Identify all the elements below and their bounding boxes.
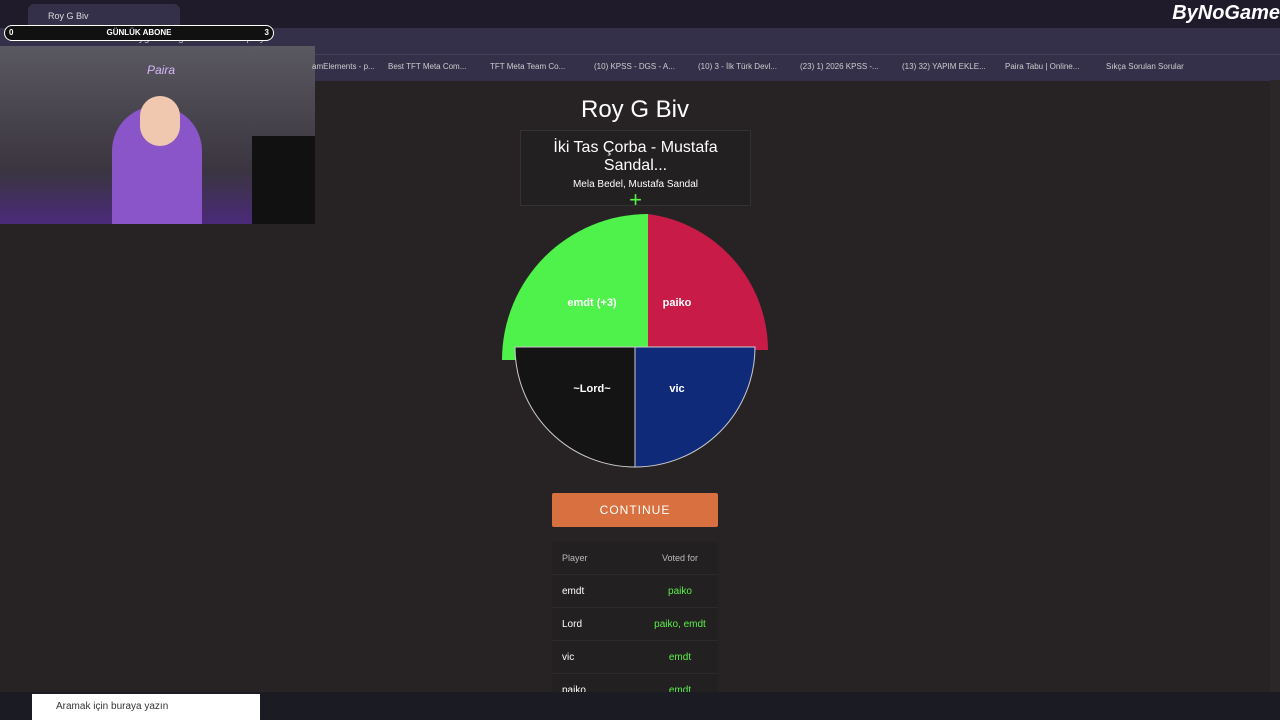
- voted-for: paiko: [668, 585, 692, 597]
- table-row: Lord paiko, emdt: [552, 607, 718, 640]
- song-artists: Mela Bedel, Mustafa Sandal: [572, 179, 699, 190]
- player: paiko: [562, 684, 586, 696]
- wheel-slice: [514, 346, 636, 468]
- wheel-label: paiko: [663, 297, 692, 309]
- tab[interactable]: Roy G Biv: [28, 4, 180, 28]
- tab-bar: [0, 0, 1280, 28]
- sign: Paira: [147, 63, 176, 77]
- table-row: paiko emdt: [552, 673, 718, 706]
- bookmark[interactable]: Best TFT Meta Com...: [388, 62, 467, 71]
- wheel-slice: [648, 214, 768, 350]
- webcam: Paira: [0, 46, 315, 224]
- player: emdt: [562, 585, 585, 597]
- monitor: [252, 136, 315, 224]
- header: Player: [562, 553, 588, 563]
- scrollbar[interactable]: [1270, 80, 1280, 692]
- bookmark[interactable]: (10) KPSS - DGS - A...: [594, 62, 675, 71]
- table-row: vic emdt: [552, 640, 718, 673]
- page-title: Roy G Biv: [580, 96, 690, 123]
- song-card: İki Tas Çorba - Mustafa Sandal... Mela B…: [520, 130, 751, 211]
- votes-table: Player Voted for emdt paiko Lord paiko, emdt…: [552, 542, 718, 706]
- wheel-label: vic: [669, 383, 684, 395]
- player: Lord: [562, 618, 583, 630]
- voted-for: emdt: [668, 651, 692, 663]
- voted-for: paiko, emdt: [654, 618, 706, 630]
- wheel-slice: [502, 214, 648, 360]
- brand: ByNoGame: [1172, 2, 1280, 24]
- bookmark[interactable]: (23) 1) 2026 KPSS -...: [800, 62, 879, 71]
- wheel-slice: [634, 346, 756, 468]
- wheel-label: ~Lord~: [573, 383, 611, 395]
- face: [140, 96, 180, 146]
- wheel-label: emdt (+3): [567, 297, 617, 309]
- song-title: İki Tas Çorba - Mustafa Sandal...: [553, 139, 718, 174]
- bookmark[interactable]: Sıkça Sorulan Sorular: [1106, 62, 1184, 71]
- add-button[interactable]: +: [629, 187, 642, 212]
- bookmark[interactable]: (13) 32) YAPIM EKLE...: [902, 62, 986, 71]
- table-row: emdt paiko: [552, 574, 718, 607]
- wheel: emdt (+3) paiko ~Lord~ vic: [502, 214, 768, 468]
- continue-button[interactable]: CONTINUE: [552, 493, 718, 527]
- goal-end: 3: [264, 28, 269, 37]
- bookmark[interactable]: Paira Tabu | Online...: [1005, 62, 1080, 71]
- bookmark[interactable]: TFT Meta Team Co...: [490, 62, 566, 71]
- goal-start: 0: [9, 28, 14, 37]
- taskbar-search[interactable]: Aramak için buraya yazın: [32, 694, 260, 720]
- header: Voted for: [661, 553, 699, 563]
- player: vic: [562, 651, 575, 663]
- bookmark[interactable]: amElements - p...: [312, 62, 375, 71]
- bookmark[interactable]: (10) 3 - İlk Türk Devl...: [698, 62, 777, 71]
- goal-label: GÜNLÜK ABONE: [106, 28, 172, 37]
- voted-for: emdt: [668, 684, 692, 696]
- goal-bar: 0 GÜNLÜK ABONE 3: [4, 25, 274, 41]
